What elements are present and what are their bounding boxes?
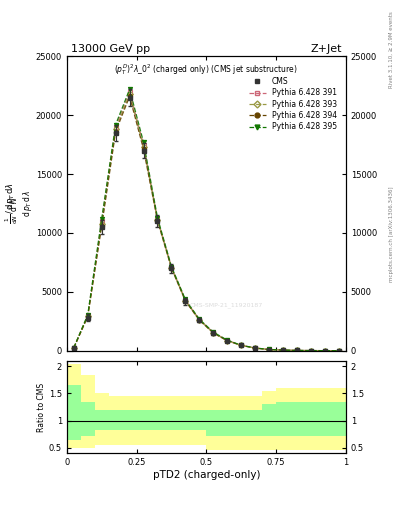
Text: mcplots.cern.ch [arXiv:1306.3436]: mcplots.cern.ch [arXiv:1306.3436] bbox=[389, 186, 393, 282]
Text: Rivet 3.1.10, ≥ 2.9M events: Rivet 3.1.10, ≥ 2.9M events bbox=[389, 11, 393, 88]
Text: $\frac{1}{\mathrm{d}N}\,/\,\mathrm{d}p_T\,\mathrm{d}\lambda$: $\frac{1}{\mathrm{d}N}\,/\,\mathrm{d}p_T… bbox=[4, 183, 20, 224]
Y-axis label: Ratio to CMS: Ratio to CMS bbox=[37, 382, 46, 432]
X-axis label: pTD2 (charged-only): pTD2 (charged-only) bbox=[152, 470, 260, 480]
Y-axis label: $\mathrm{d}^2N$
$\mathrm{d}\,p_T\,\mathrm{d}\,\lambda$: $\mathrm{d}^2N$ $\mathrm{d}\,p_T\,\mathr… bbox=[7, 190, 34, 217]
Text: 13000 GeV pp: 13000 GeV pp bbox=[71, 44, 150, 54]
Text: CMS-SMP-21_11920187: CMS-SMP-21_11920187 bbox=[189, 303, 263, 308]
Text: $(p_T^D)^2\lambda\_0^2$ (charged only) (CMS jet substructure): $(p_T^D)^2\lambda\_0^2$ (charged only) (… bbox=[114, 62, 298, 77]
Text: Z+Jet: Z+Jet bbox=[310, 44, 342, 54]
Legend: CMS, Pythia 6.428 391, Pythia 6.428 393, Pythia 6.428 394, Pythia 6.428 395: CMS, Pythia 6.428 391, Pythia 6.428 393,… bbox=[246, 75, 339, 134]
